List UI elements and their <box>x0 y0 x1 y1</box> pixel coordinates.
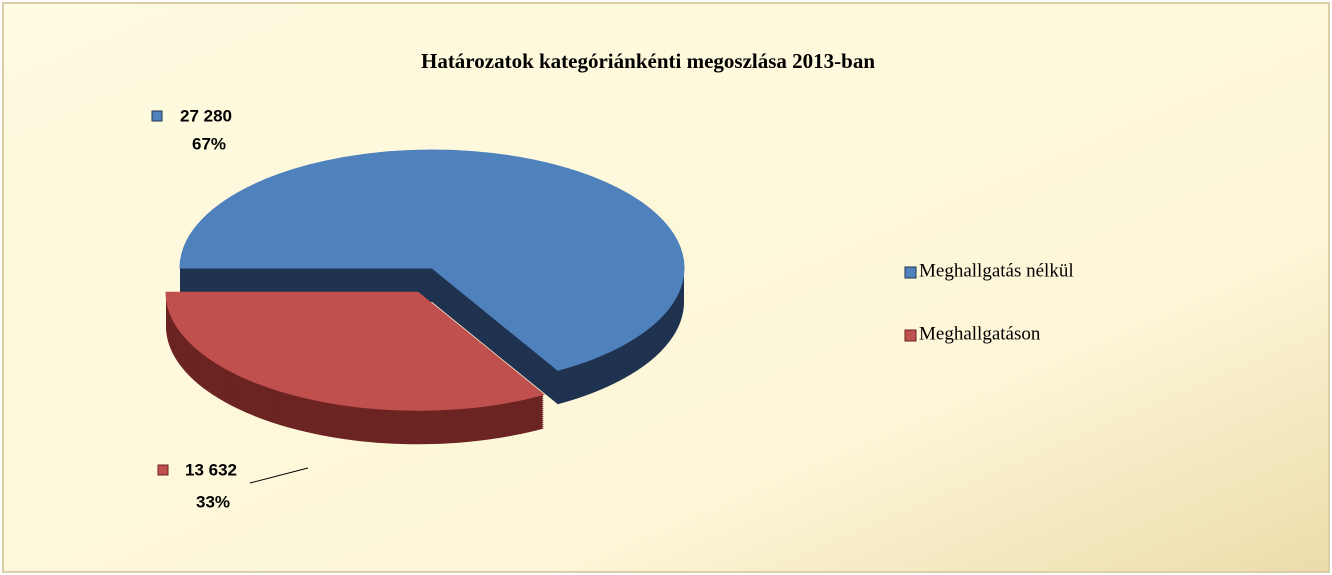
legend-label: Meghallgatáson <box>919 323 1041 344</box>
chart-title: Határozatok kategóriánkénti megoszlása 2… <box>421 49 875 73</box>
slice <box>165 291 545 411</box>
percent-label: 33% <box>196 492 230 511</box>
data-label: 13 632 <box>185 460 237 479</box>
leader-line <box>249 467 309 484</box>
data-label: 27 280 <box>180 106 232 125</box>
percent-label: 67% <box>192 134 226 153</box>
legend-label: Meghallgatás nélkül <box>919 260 1074 281</box>
legend-swatch <box>904 266 917 279</box>
label-marker <box>157 464 169 476</box>
label-marker <box>151 110 163 122</box>
slice <box>179 149 685 371</box>
legend-swatch <box>904 329 917 342</box>
